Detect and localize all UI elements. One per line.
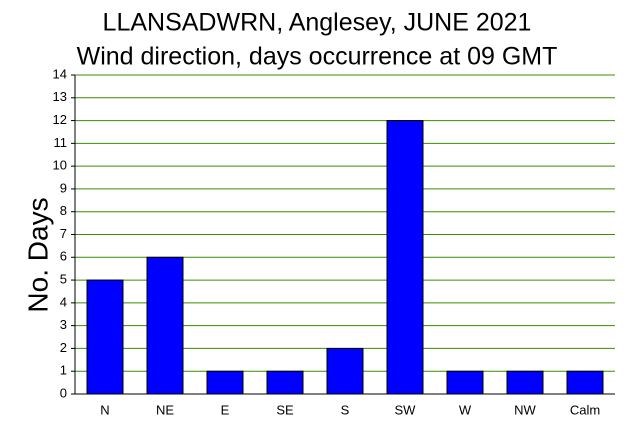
x-tick-label: W — [459, 402, 472, 417]
y-tick-label: 7 — [60, 226, 67, 241]
y-tick-label: 6 — [60, 249, 67, 264]
bar — [86, 279, 124, 395]
y-tick-label: 8 — [60, 203, 67, 218]
x-tick-label: SE — [276, 402, 294, 417]
chart-title: LLANSADWRN, Anglesey, JUNE 2021 — [103, 9, 532, 37]
x-tick-label: SW — [395, 402, 417, 417]
y-tick-label: 13 — [53, 89, 67, 104]
y-tick-label: 3 — [60, 317, 67, 332]
y-tick-label: 4 — [60, 294, 67, 309]
y-axis-label: No. Days — [22, 197, 53, 312]
x-tick-label: Calm — [570, 402, 600, 417]
bar — [446, 370, 484, 395]
bar — [566, 370, 604, 395]
bar — [386, 120, 424, 395]
bar — [326, 347, 364, 395]
y-tick-label: 11 — [54, 135, 68, 150]
x-tick-label: NW — [514, 402, 536, 417]
bar — [266, 370, 304, 395]
y-tick-label: 14 — [53, 66, 67, 81]
x-tick-label: NE — [156, 402, 174, 417]
bar — [146, 256, 184, 395]
y-tick-label: 9 — [60, 180, 67, 195]
bar — [206, 370, 244, 395]
y-tick-label: 1 — [60, 363, 67, 378]
x-tick-label: N — [100, 402, 109, 417]
y-tick-label: 10 — [53, 158, 67, 173]
y-tick-label: 5 — [60, 272, 67, 287]
y-tick-label: 12 — [53, 112, 67, 127]
chart-subtitle: Wind direction, days occurrence at 09 GM… — [77, 43, 558, 71]
x-tick-label: S — [341, 402, 350, 417]
x-tick-label: E — [221, 402, 230, 417]
bar — [506, 370, 544, 395]
y-tick-label: 2 — [60, 340, 67, 355]
y-tick-label: 0 — [60, 385, 67, 400]
